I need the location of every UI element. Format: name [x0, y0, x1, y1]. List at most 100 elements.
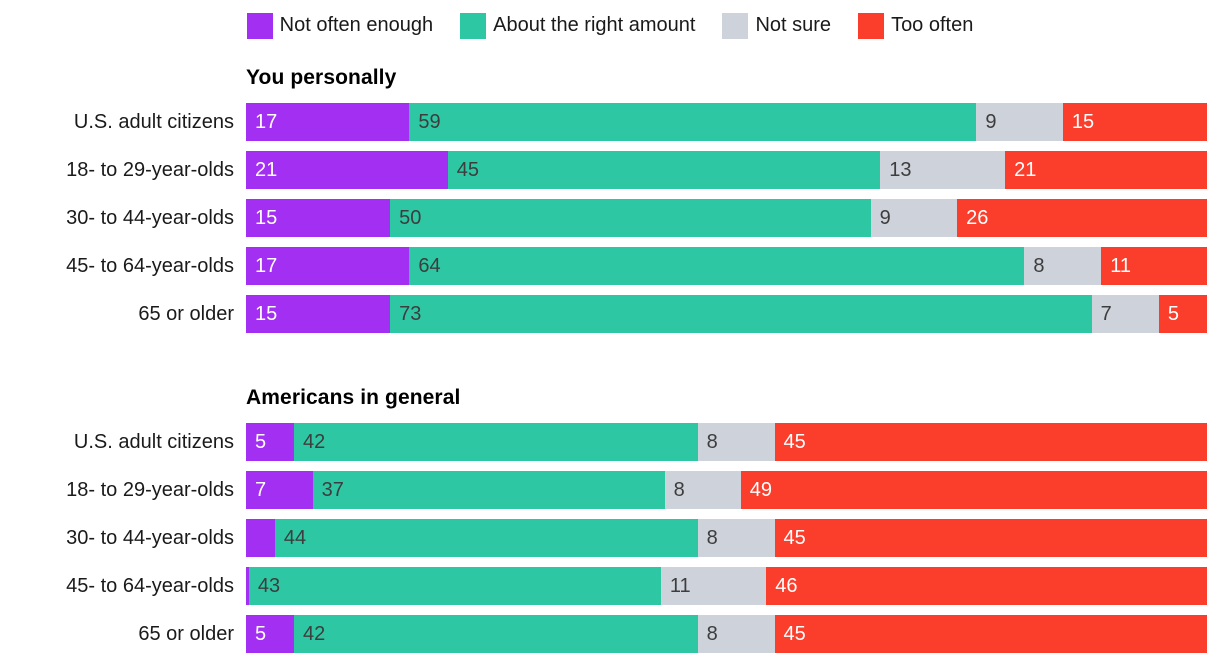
legend-item: Too often [858, 12, 974, 39]
row-label: U.S. adult citizens [73, 111, 234, 133]
chart-row: 30- to 44-year-olds 15 50 9 26 [0, 199, 1220, 237]
legend-swatch-icon [460, 12, 487, 39]
bar-value-label: 8 [706, 431, 718, 453]
bar-segment: 49 [740, 471, 1207, 509]
bar-value-label: 15 [1071, 111, 1095, 133]
bar-value-label: 8 [706, 527, 718, 549]
bar-value-label: 59 [418, 111, 441, 133]
stacked-bar: 17 64 8 11 [246, 247, 1207, 285]
bar-segment: 26 [957, 199, 1207, 237]
bar-value-label: 7 [1100, 303, 1112, 325]
bar-value-label: 44 [283, 527, 307, 549]
bar-segment: 21 [246, 151, 448, 189]
bar-value-label: 37 [321, 479, 344, 501]
bar-segment: 7 [1091, 295, 1159, 333]
bar-chart-you-personally: U.S. adult citizens 17 59 9 15 18- to 29-year… [0, 103, 1220, 333]
bar-segment: 15 [1062, 103, 1207, 141]
bar-segment: 46 [766, 567, 1207, 605]
legend-item: About the right amount [460, 12, 696, 39]
legend-item: Not often enough [246, 12, 434, 39]
bar-segment: 45 [774, 615, 1207, 653]
row-label: 30- to 44-year-olds [66, 207, 234, 229]
bar-segment: 17 [246, 247, 410, 285]
stacked-bar: 7 37 8 49 [246, 471, 1207, 509]
legend-swatch-icon [858, 12, 885, 39]
bar-segment [246, 567, 249, 605]
legend-label: Too often [891, 14, 974, 36]
bar-segment: 8 [697, 423, 775, 461]
stacked-bar: 5 42 8 45 [246, 615, 1207, 653]
bar-value-label: 26 [966, 207, 989, 229]
row-label: 30- to 44-year-olds [66, 527, 234, 549]
bar-value-label: 15 [255, 207, 278, 229]
chart-section-americans-in-general: Americans in general U.S. adult citizens… [0, 386, 1220, 653]
bar-value-label: 43 [257, 575, 281, 597]
row-label: 45- to 64-year-olds [66, 575, 234, 597]
bar-value-label: 7 [255, 479, 267, 501]
bar-segment: 15 [246, 295, 391, 333]
bar-segment: 42 [294, 615, 698, 653]
bar-segment: 17 [246, 103, 410, 141]
bar-value-label: 50 [399, 207, 422, 229]
bar-value-label: 21 [1014, 159, 1037, 181]
chart-row: 65 or older 5 42 8 45 [0, 615, 1220, 653]
bar-segment: 8 [697, 519, 775, 557]
bar-value-label: 64 [418, 255, 441, 277]
bar-chart-americans-in-general: U.S. adult citizens 5 42 8 45 18- to 29-year-… [0, 423, 1220, 653]
bar-value-label: 73 [399, 303, 422, 325]
bar-segment: 37 [312, 471, 665, 509]
bar-segment: 13 [880, 151, 1006, 189]
bar-segment: 64 [409, 247, 1025, 285]
bar-segment: 50 [390, 199, 871, 237]
chart-row: 45- to 64-year-olds 43 11 46 [0, 567, 1220, 605]
bar-value-label: 17 [255, 255, 278, 277]
bar-value-label: 11 [1110, 255, 1132, 277]
bar-segment: 45 [447, 151, 881, 189]
bar-segment: 44 [274, 519, 698, 557]
bar-segment: 15 [246, 199, 391, 237]
bar-value-label: 45 [783, 431, 806, 453]
chart-row: 30- to 44-year-olds 44 8 45 [0, 519, 1220, 557]
bar-segment: 5 [1158, 295, 1207, 333]
bar-segment: 11 [1101, 247, 1207, 285]
stacked-bar: 5 42 8 45 [246, 423, 1207, 461]
legend: Not often enough About the right amount No… [0, 12, 1220, 39]
legend-label: About the right amount [493, 14, 696, 36]
row-label: 65 or older [138, 303, 234, 325]
stacked-bar: 15 73 7 5 [246, 295, 1207, 333]
legend-item: Not sure [722, 12, 832, 39]
bar-segment: 5 [246, 423, 295, 461]
bar-value-label: 49 [749, 479, 772, 501]
stacked-bar: 15 50 9 26 [246, 199, 1207, 237]
bar-value-label: 45 [783, 623, 806, 645]
bar-segment: 73 [390, 295, 1092, 333]
legend-label: Not often enough [279, 14, 434, 36]
bar-value-label: 45 [783, 527, 806, 549]
bar-segment: 21 [1005, 151, 1207, 189]
bar-value-label: 9 [985, 111, 997, 133]
bar-value-label: 8 [1033, 255, 1045, 277]
bar-value-label: 13 [889, 159, 912, 181]
row-label: 18- to 29-year-olds [66, 479, 234, 501]
row-label: 18- to 29-year-olds [66, 159, 234, 181]
bar-segment: 9 [976, 103, 1063, 141]
stacked-bar: 21 45 13 21 [246, 151, 1207, 189]
bar-segment: 8 [1024, 247, 1102, 285]
bar-value-label: 17 [255, 111, 278, 133]
bar-value-label: 42 [303, 431, 326, 453]
bar-value-label: 45 [456, 159, 480, 181]
bar-segment: 59 [409, 103, 977, 141]
bar-value-label: 9 [879, 207, 891, 229]
bar-value-label: 5 [255, 623, 267, 645]
bar-segment: 45 [774, 423, 1207, 461]
chart-title: Americans in general [246, 386, 461, 409]
bar-segment: 7 [246, 471, 313, 509]
stacked-bar: 17 59 9 15 [246, 103, 1207, 141]
chart-row: U.S. adult citizens 17 59 9 15 [0, 103, 1220, 141]
bar-value-label: 11 [669, 575, 691, 597]
legend-swatch-icon [246, 12, 273, 39]
bar-segment: 45 [774, 519, 1207, 557]
legend-label: Not sure [755, 14, 832, 36]
chart-row: 65 or older 15 73 7 5 [0, 295, 1220, 333]
bar-value-label: 5 [1167, 303, 1180, 325]
